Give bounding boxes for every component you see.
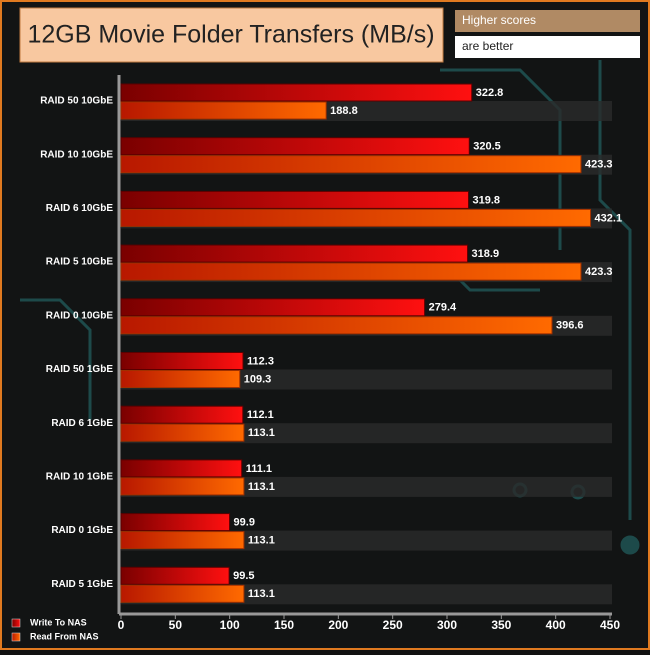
value-label: 423.3 — [585, 159, 613, 171]
x-tick-label: 100 — [220, 618, 240, 632]
value-label: 319.8 — [473, 194, 501, 206]
stripe — [121, 369, 612, 390]
bar — [120, 208, 592, 227]
y-tick-label: RAID 50 1GbE — [46, 364, 114, 375]
value-label: 279.4 — [429, 302, 457, 314]
legend-label: Write To NAS — [30, 617, 87, 627]
value-label: 432.1 — [595, 212, 623, 224]
bar — [120, 423, 245, 442]
bar — [120, 584, 245, 603]
bar — [120, 477, 245, 496]
x-tick-label: 150 — [274, 618, 294, 632]
bar — [120, 531, 245, 550]
note-box — [455, 36, 640, 58]
legend-swatch — [11, 632, 21, 642]
y-tick-label: RAID 10 10GbE — [40, 149, 113, 160]
x-tick-label: 300 — [437, 618, 457, 632]
bar — [120, 137, 470, 156]
bar — [120, 316, 553, 335]
y-tick-label: RAID 0 10GbE — [46, 310, 114, 321]
bar — [120, 459, 243, 478]
value-label: 99.9 — [234, 517, 255, 529]
y-tick-label: RAID 10 1GbE — [46, 472, 114, 483]
x-tick-label: 250 — [383, 618, 403, 632]
note: Higher scores — [462, 13, 536, 27]
bar — [120, 155, 582, 174]
bar — [120, 298, 426, 317]
bar — [120, 352, 244, 370]
x-tick-label: 50 — [169, 618, 183, 632]
y-tick-label: RAID 6 1GbE — [51, 418, 113, 429]
y-tick-label: RAID 5 1GbE — [51, 579, 113, 590]
value-label: 318.9 — [472, 248, 500, 260]
bar — [120, 190, 470, 209]
bar — [120, 405, 244, 424]
note-box — [455, 10, 640, 32]
x-tick-label: 450 — [600, 618, 620, 632]
value-label: 322.8 — [476, 87, 504, 99]
y-tick-label: RAID 5 10GbE — [46, 257, 114, 268]
value-label: 113.1 — [248, 588, 275, 600]
value-label: 188.8 — [330, 105, 358, 117]
bar — [120, 370, 241, 388]
y-tick-label: RAID 0 1GbE — [51, 525, 113, 536]
bar — [120, 101, 327, 120]
value-label: 113.1 — [248, 535, 275, 547]
note: are better — [462, 39, 513, 53]
value-label: 112.1 — [247, 409, 274, 421]
value-label: 111.1 — [246, 463, 272, 475]
x-tick-label: 350 — [491, 618, 511, 632]
chart-title: 12GB Movie Folder Transfers (MB/s) — [27, 21, 434, 49]
legend-swatch — [11, 618, 21, 628]
x-tick-label: 0 — [118, 618, 125, 632]
value-label: 99.5 — [233, 570, 254, 582]
bar — [120, 262, 582, 281]
bar — [120, 83, 473, 102]
value-label: 320.5 — [473, 141, 501, 153]
y-tick-label: RAID 6 10GbE — [46, 203, 114, 214]
value-label: 109.3 — [244, 373, 272, 385]
x-tick-label: 400 — [546, 618, 566, 632]
value-label: 112.3 — [247, 355, 274, 367]
value-label: 113.1 — [248, 427, 275, 439]
title-box — [19, 7, 444, 63]
y-tick-label: RAID 50 10GbE — [40, 96, 113, 107]
x-tick-label: 200 — [328, 618, 348, 632]
bar — [120, 513, 231, 532]
bar — [120, 566, 230, 585]
value-label: 423.3 — [585, 266, 613, 278]
legend-label: Read From NAS — [30, 631, 99, 641]
value-label: 396.6 — [556, 320, 584, 332]
bar — [120, 244, 469, 263]
value-label: 113.1 — [248, 481, 275, 493]
